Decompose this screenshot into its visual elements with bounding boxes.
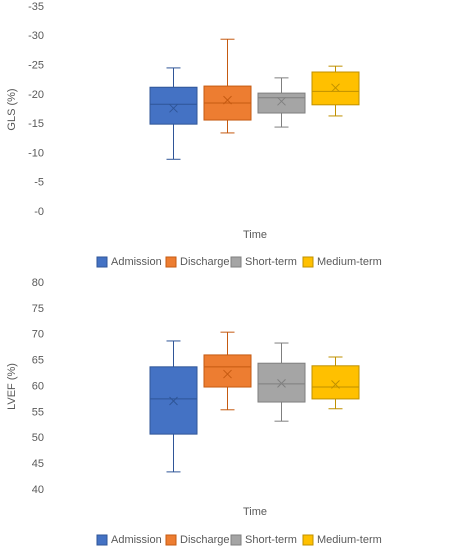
legend-swatch — [230, 256, 242, 268]
box — [149, 86, 198, 125]
y-tick-label: -15 — [28, 118, 44, 130]
legend-label: Medium-term — [317, 534, 382, 546]
mean-marker — [169, 103, 178, 113]
legend-label: Short-term — [245, 256, 297, 268]
mean-marker — [277, 96, 286, 106]
mean-marker — [169, 396, 178, 406]
legend-label: Discharge — [180, 534, 230, 546]
y-tick-label: 45 — [32, 458, 44, 470]
y-tick-label: -0 — [34, 206, 44, 218]
y-tick-label: -30 — [28, 30, 44, 42]
box — [203, 354, 252, 388]
mean-marker — [223, 369, 232, 379]
y-tick-label: 60 — [32, 380, 44, 392]
y-tick-label: 50 — [32, 432, 44, 444]
box — [257, 362, 306, 403]
legend-swatch — [165, 534, 177, 546]
legend-swatch — [302, 256, 314, 268]
mean-marker — [331, 83, 340, 93]
x-axis-title: Time — [243, 229, 267, 241]
box — [257, 92, 306, 114]
mean-marker — [331, 380, 340, 389]
legend-label: Admission — [111, 256, 162, 268]
legend-swatch — [165, 256, 177, 268]
y-tick-label: -10 — [28, 147, 44, 159]
legend-swatch — [96, 256, 108, 268]
y-tick-label: 65 — [32, 355, 44, 367]
legend-label: Admission — [111, 534, 162, 546]
y-tick-label: 75 — [32, 303, 44, 315]
y-axis-title: GLS (%) — [6, 88, 18, 130]
legend-label: Discharge — [180, 256, 230, 268]
legend-swatch — [302, 534, 314, 546]
box — [311, 365, 360, 400]
y-tick-label: -25 — [28, 59, 44, 71]
y-tick-label: -20 — [28, 89, 44, 101]
legend-label: Short-term — [245, 534, 297, 546]
y-tick-label: -35 — [28, 1, 44, 13]
y-tick-label: 40 — [32, 484, 44, 496]
mean-marker — [223, 95, 232, 105]
y-tick-label: 80 — [32, 277, 44, 289]
y-tick-label: 55 — [32, 406, 44, 418]
legend-swatch — [230, 534, 242, 546]
x-axis-title: Time — [243, 506, 267, 518]
y-tick-label: -5 — [34, 177, 44, 189]
legend-swatch — [96, 534, 108, 546]
legend-label: Medium-term — [317, 256, 382, 268]
y-axis-title: LVEF (%) — [6, 363, 18, 410]
y-tick-label: 70 — [32, 329, 44, 341]
mean-marker — [277, 379, 286, 388]
